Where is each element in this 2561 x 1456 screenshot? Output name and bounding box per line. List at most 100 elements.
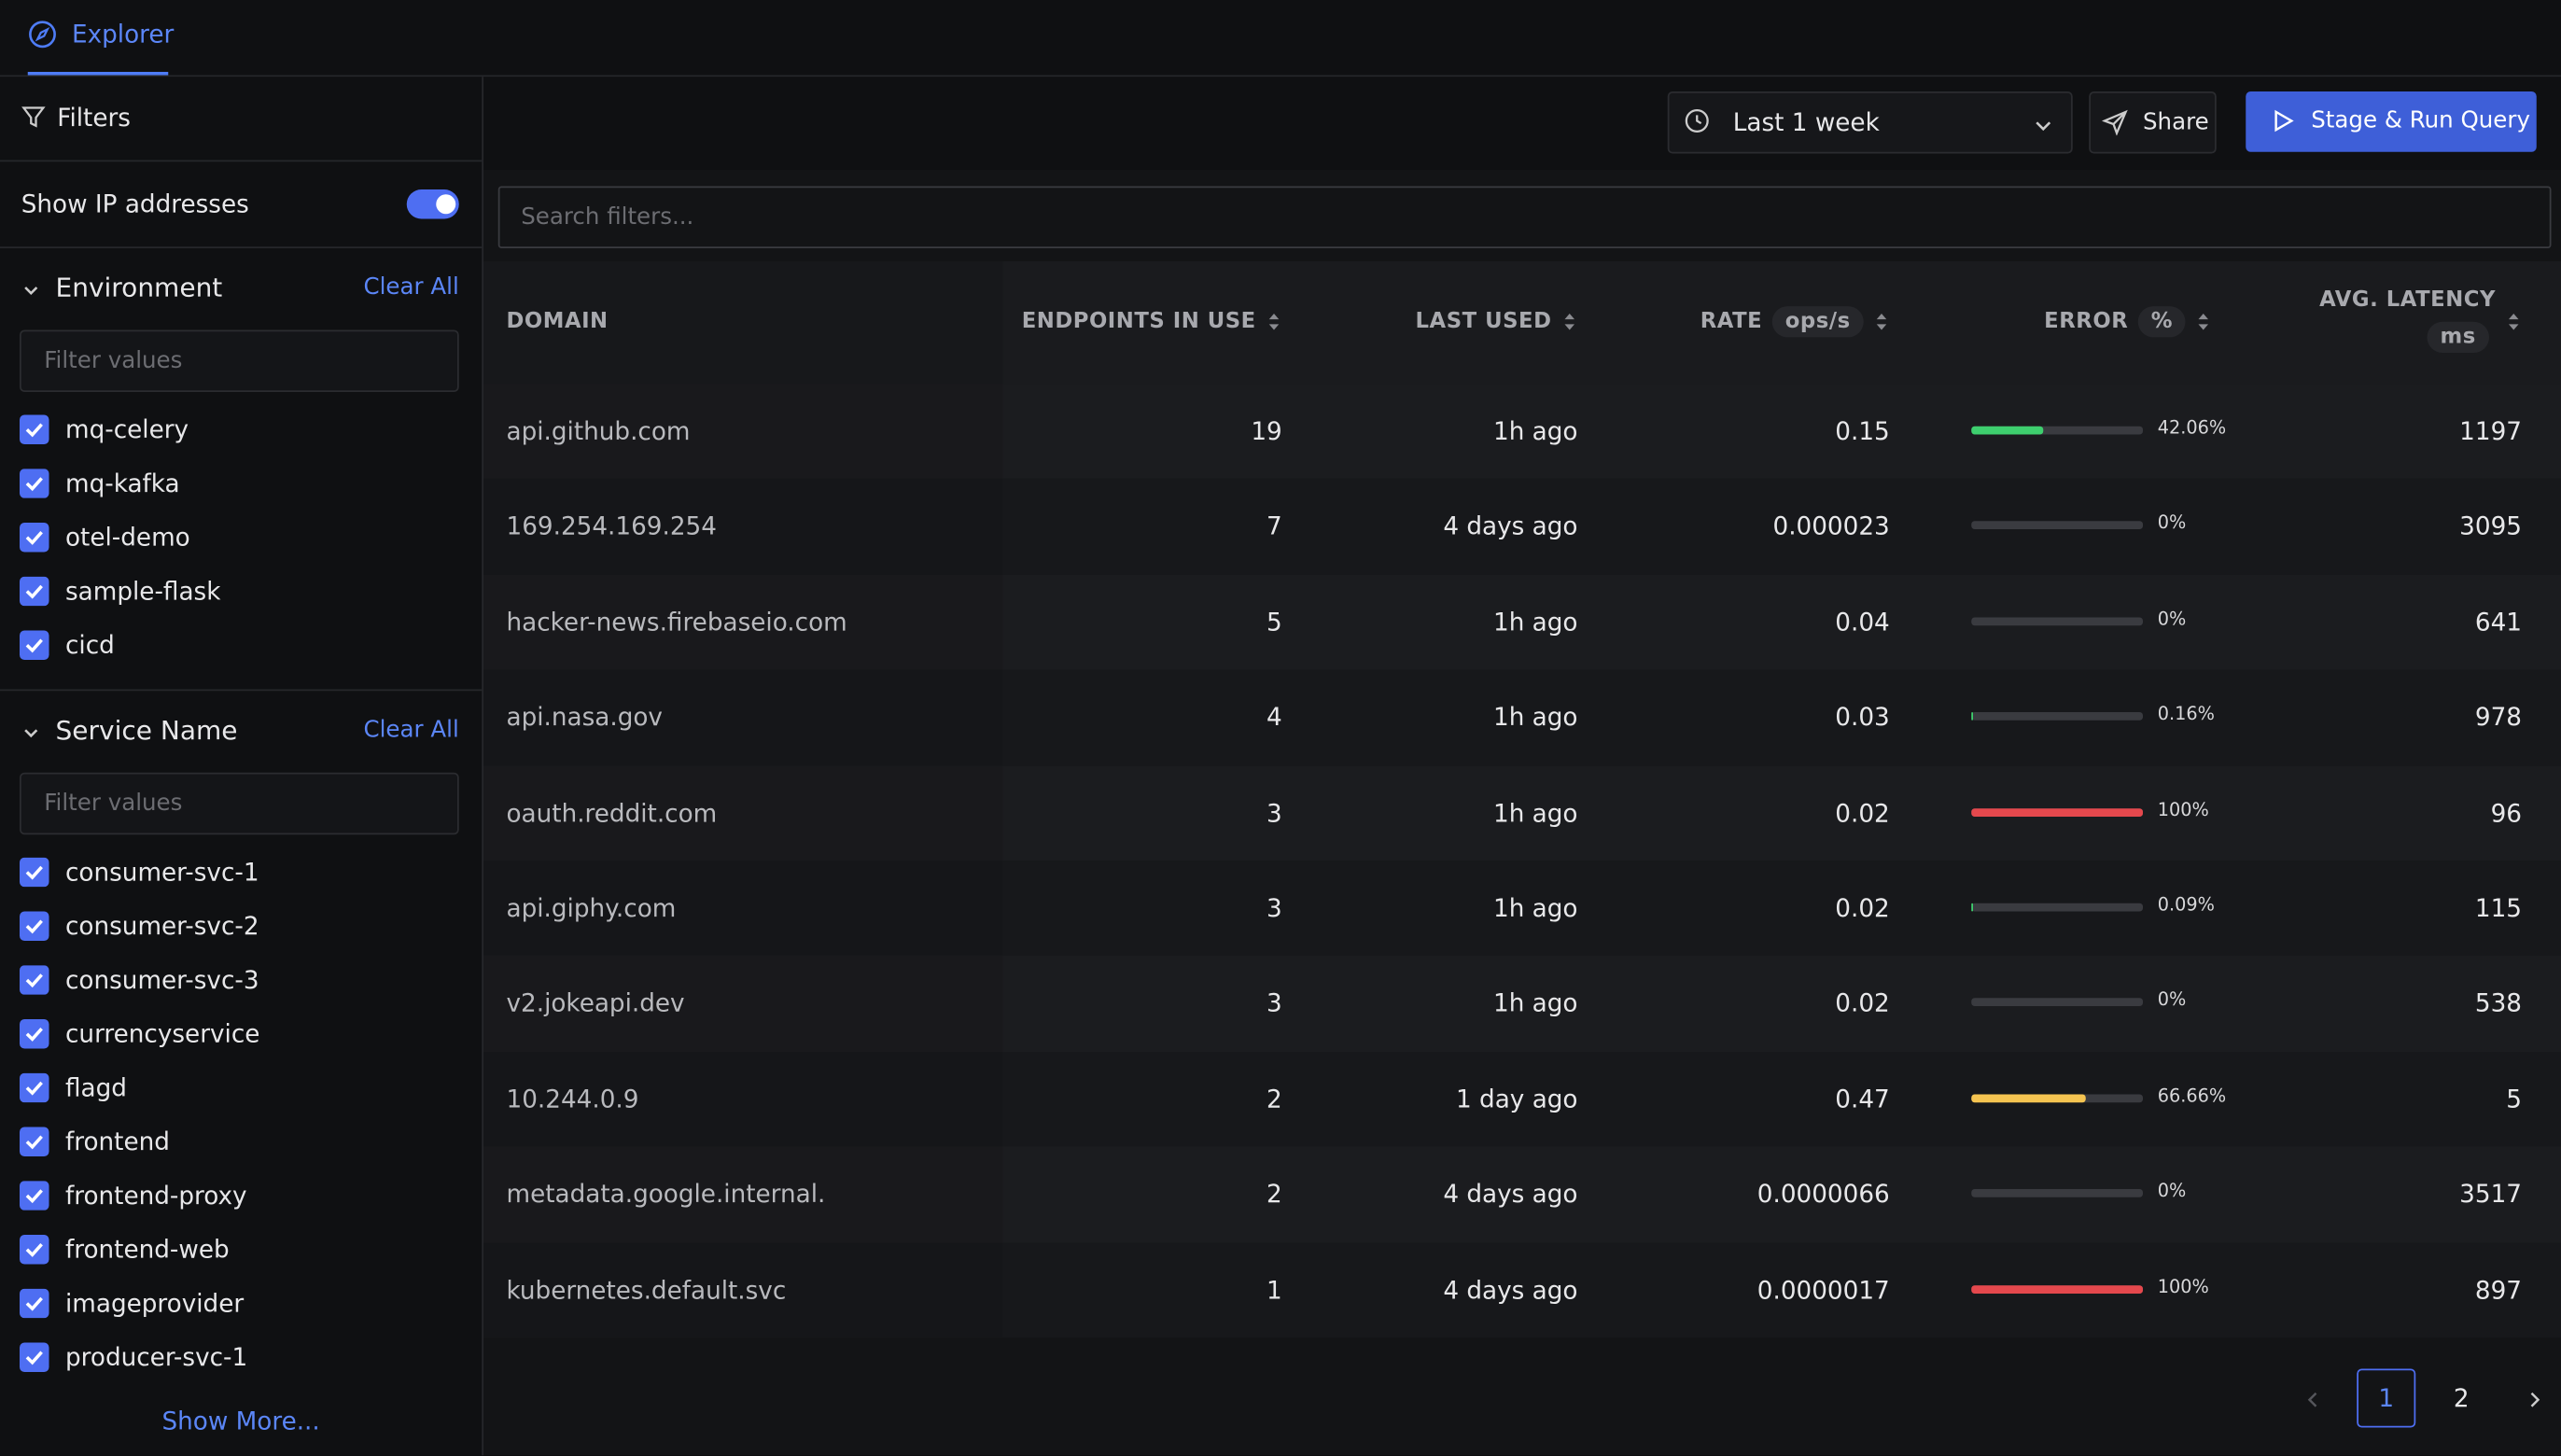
filter-option: producer-svc-1 — [65, 1342, 248, 1373]
endpoints: 2 — [1267, 1179, 1282, 1210]
rate: 0.02 — [1835, 893, 1890, 923]
last-used: 4 days ago — [1443, 511, 1578, 541]
filter-option: cicd — [65, 630, 115, 661]
domain: 169.254.169.254 — [506, 511, 717, 541]
rate: 0.03 — [1835, 702, 1890, 733]
last-used: 1h ago — [1492, 416, 1578, 446]
latency: 3517 — [2459, 1179, 2522, 1210]
error-track — [1971, 903, 2143, 912]
checkbox[interactable] — [20, 1127, 49, 1164]
page-button[interactable]: 2 — [2453, 1383, 2470, 1413]
checkbox[interactable] — [20, 1288, 49, 1325]
last-used: 1h ago — [1492, 988, 1578, 1018]
divider — [0, 689, 483, 692]
domain-cell — [483, 861, 1003, 957]
domain-cell — [483, 669, 1003, 766]
endpoints: 7 — [1267, 511, 1282, 541]
last-used: 4 days ago — [1443, 1275, 1578, 1305]
error-label: 0% — [2157, 1180, 2187, 1202]
domain-cell — [483, 1242, 1003, 1338]
checkbox[interactable] — [20, 576, 49, 613]
error-label: 0.16% — [2157, 703, 2215, 725]
latency: 3095 — [2459, 511, 2522, 541]
clear-all[interactable]: Clear All — [363, 717, 459, 744]
domain: api.giphy.com — [506, 893, 677, 923]
filter-option: otel-demo — [65, 523, 190, 553]
latency: 538 — [2474, 988, 2522, 1018]
divider — [0, 246, 483, 248]
sidebar — [0, 77, 483, 1456]
run-button[interactable] — [2246, 91, 2537, 152]
share-label: Share — [2143, 109, 2209, 136]
endpoints: 3 — [1267, 893, 1282, 923]
run-label: Stage & Run Query — [2311, 107, 2530, 134]
filter-icon — [21, 105, 46, 135]
next-page — [2526, 1387, 2545, 1417]
rate: 0.04 — [1835, 607, 1890, 637]
checkbox[interactable] — [20, 857, 49, 894]
last-used: 1h ago — [1492, 607, 1578, 637]
last-used: 1h ago — [1492, 702, 1578, 733]
column-header: DOMAIN — [506, 309, 609, 334]
sort-icon — [2507, 311, 2520, 341]
checkbox[interactable] — [20, 1072, 49, 1110]
checkbox[interactable] — [20, 1342, 49, 1379]
latency: 96 — [2490, 798, 2522, 828]
error-label: 100% — [2157, 798, 2209, 820]
filter-option: mq-kafka — [65, 469, 180, 498]
checkbox[interactable] — [20, 1181, 49, 1217]
error-label: 0% — [2157, 608, 2187, 630]
show-more[interactable]: Show More... — [161, 1406, 320, 1436]
error-label: 0% — [2157, 989, 2187, 1012]
play-icon — [2272, 109, 2295, 139]
last-used: 1h ago — [1492, 798, 1578, 828]
filter-option: mq-celery — [65, 414, 189, 445]
search-input[interactable]: Search filters... — [497, 186, 2552, 248]
domain-cell — [483, 574, 1003, 670]
endpoints: 3 — [1267, 798, 1282, 828]
filter-option: frontend-proxy — [65, 1181, 247, 1211]
checkbox[interactable] — [20, 414, 49, 452]
filter-input[interactable]: Filter values — [20, 772, 459, 835]
error-label: 100% — [2157, 1275, 2209, 1297]
domain: kubernetes.default.svc — [506, 1275, 787, 1305]
checkbox[interactable] — [20, 911, 49, 948]
checkbox[interactable] — [20, 1235, 49, 1271]
domain-cell — [483, 956, 1003, 1052]
clear-all[interactable]: Clear All — [363, 274, 459, 301]
checkbox[interactable] — [20, 469, 49, 505]
section-title: Service Name — [55, 714, 238, 746]
checkbox[interactable] — [20, 630, 49, 667]
column-header: LAST USED — [1415, 309, 1552, 334]
checkbox[interactable] — [20, 523, 49, 559]
explorer-tab[interactable]: Explorer — [72, 20, 175, 49]
latency: 1197 — [2459, 416, 2522, 446]
time-range: Last 1 week — [1732, 107, 1880, 138]
filter-option: flagd — [65, 1072, 127, 1103]
page-button[interactable]: 1 — [2357, 1368, 2416, 1428]
error-bar — [1971, 807, 2143, 817]
error-track — [1971, 617, 2143, 625]
endpoints: 1 — [1267, 1275, 1282, 1305]
chevron — [21, 721, 41, 750]
checkbox[interactable] — [20, 1019, 49, 1056]
filter-option: frontend — [65, 1127, 170, 1157]
filter-option: consumer-svc-3 — [65, 965, 259, 995]
error-label: 0% — [2157, 512, 2187, 535]
domain: hacker-news.firebaseio.com — [506, 607, 847, 637]
filter-option: consumer-svc-1 — [65, 857, 259, 888]
sort-icon — [2197, 311, 2210, 341]
endpoints: 4 — [1267, 702, 1282, 733]
latency: 641 — [2474, 607, 2522, 637]
checkbox[interactable] — [20, 965, 49, 1001]
domain: metadata.google.internal. — [506, 1179, 826, 1210]
domain-cell — [483, 765, 1003, 861]
domain-cell — [483, 1051, 1003, 1147]
filter-input[interactable]: Filter values — [20, 329, 459, 392]
last-used: 4 days ago — [1443, 1179, 1578, 1210]
rate: 0.15 — [1835, 416, 1890, 446]
endpoints: 5 — [1267, 607, 1282, 637]
time-select[interactable] — [1667, 91, 2073, 154]
domain-cell — [483, 479, 1003, 575]
column-header: ENDPOINTS IN USE — [1021, 309, 1256, 334]
